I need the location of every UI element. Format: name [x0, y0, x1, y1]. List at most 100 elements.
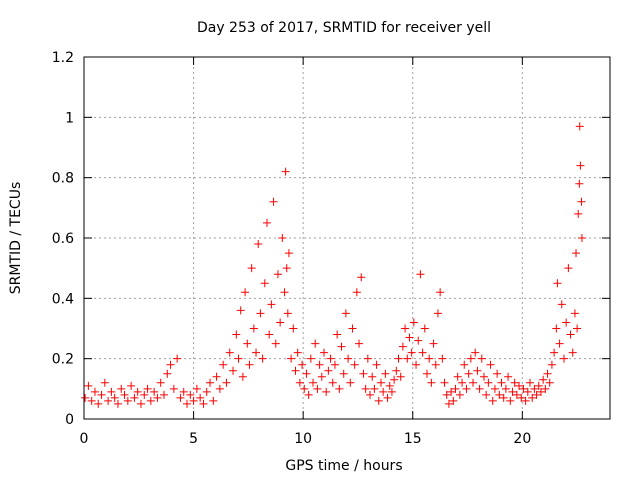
data-point	[117, 384, 126, 393]
data-point	[521, 396, 530, 405]
data-point	[209, 396, 218, 405]
data-point	[309, 378, 318, 387]
data-point	[363, 354, 372, 363]
data-point	[143, 384, 152, 393]
data-point	[455, 390, 464, 399]
data-point	[420, 324, 429, 333]
data-point	[572, 249, 581, 258]
data-point	[291, 366, 300, 375]
data-point	[526, 378, 535, 387]
data-point	[346, 378, 355, 387]
data-point	[315, 360, 324, 369]
data-point	[374, 396, 383, 405]
data-point	[289, 324, 298, 333]
data-point	[258, 354, 267, 363]
data-point	[344, 354, 353, 363]
data-point	[355, 339, 364, 348]
data-point	[458, 378, 467, 387]
data-point	[282, 264, 291, 273]
data-point	[146, 396, 155, 405]
data-point	[249, 324, 258, 333]
data-point	[206, 378, 215, 387]
data-point	[497, 378, 506, 387]
data-point	[564, 264, 573, 273]
data-point	[570, 309, 579, 318]
data-point	[431, 360, 440, 369]
data-point	[127, 381, 136, 390]
y-tick-label: 0.2	[52, 352, 74, 368]
data-point	[90, 387, 99, 396]
data-point	[176, 393, 185, 402]
data-point	[379, 387, 388, 396]
data-point	[512, 390, 521, 399]
data-point	[557, 300, 566, 309]
data-point	[133, 387, 142, 396]
data-point	[100, 378, 109, 387]
data-point	[368, 372, 377, 381]
data-point	[442, 390, 451, 399]
data-point	[352, 288, 361, 297]
data-point	[335, 384, 344, 393]
data-point	[429, 339, 438, 348]
data-point	[166, 360, 175, 369]
data-point	[466, 354, 475, 363]
data-point	[501, 384, 510, 393]
data-point	[425, 354, 434, 363]
data-point	[196, 393, 205, 402]
data-point	[328, 378, 337, 387]
data-point	[293, 348, 302, 357]
data-point	[189, 396, 198, 405]
data-point	[506, 396, 515, 405]
data-point	[284, 249, 293, 258]
data-point	[488, 396, 497, 405]
data-point	[440, 378, 449, 387]
data-point	[543, 369, 552, 378]
data-point	[333, 330, 342, 339]
data-point	[348, 324, 357, 333]
data-point	[278, 234, 287, 242]
data-point	[469, 378, 478, 387]
data-point	[150, 387, 159, 396]
axis-ticks: 0 0.2 0.4 0.6 0.8 1 1.2 0 5 10 15 20	[52, 50, 610, 447]
data-point	[232, 330, 241, 339]
data-point	[453, 372, 462, 381]
data-point	[202, 387, 211, 396]
data-point	[234, 354, 243, 363]
data-point	[212, 372, 221, 381]
data-point	[433, 309, 442, 318]
data-point	[113, 399, 122, 408]
data-point	[385, 381, 394, 390]
data-point	[573, 324, 582, 333]
data-point	[84, 381, 93, 390]
data-point	[553, 279, 562, 288]
data-point	[153, 393, 162, 402]
data-point	[302, 369, 311, 378]
data-point	[357, 273, 366, 282]
data-point	[479, 372, 488, 381]
data-point	[576, 161, 585, 170]
data-point	[464, 369, 473, 378]
data-point	[528, 393, 537, 402]
data-point	[392, 366, 401, 375]
data-point	[273, 270, 282, 279]
data-point	[361, 384, 370, 393]
data-point	[263, 218, 272, 227]
data-point	[401, 324, 410, 333]
data-point	[412, 360, 421, 369]
data-point	[238, 372, 247, 381]
data-point	[562, 318, 571, 327]
data-point	[276, 318, 285, 327]
data-point	[199, 399, 208, 408]
data-point	[574, 209, 583, 218]
data-points	[81, 122, 586, 408]
data-point	[337, 342, 346, 351]
data-point	[532, 390, 541, 399]
data-point	[287, 354, 296, 363]
data-point	[390, 375, 399, 384]
x-tick-label: 20	[513, 431, 531, 447]
data-point	[120, 390, 129, 399]
data-point	[94, 399, 103, 408]
data-point	[515, 381, 524, 390]
data-point	[260, 279, 269, 288]
